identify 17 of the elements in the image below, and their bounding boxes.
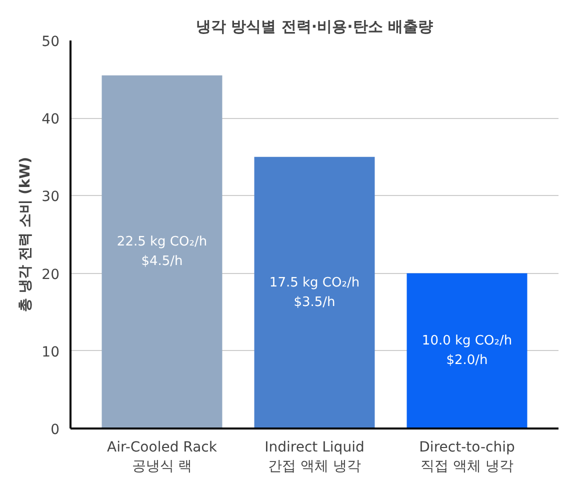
x-tick-label: Direct-to-chip 직접 액체 냉각: [419, 440, 515, 475]
y-tick-label: 40: [42, 112, 60, 128]
y-tick-label: 20: [42, 266, 60, 283]
y-axis-title: 총 냉각 전력 소비 (kW): [18, 156, 34, 312]
bar: [254, 156, 375, 428]
chart-title: 냉각 방식별 전력·비용·탄소 배출량: [196, 18, 434, 36]
bar: [102, 75, 222, 428]
y-tick-label: 50: [42, 34, 60, 50]
y-tick-label: 0: [50, 422, 60, 438]
bar: [406, 273, 528, 428]
x-tick-label: Air-Cooled Rack 공냉식 랙: [107, 440, 218, 475]
y-tick-label: 30: [42, 189, 60, 206]
annotation: 22.5 kg CO₂/h $4.5/h: [116, 234, 208, 270]
annotation: 10.0 kg CO₂/h $2.0/h: [422, 334, 512, 368]
annotation: 17.5 kg CO₂/h $3.5/h: [269, 275, 360, 310]
x-tick-label: Indirect Liquid 간접 액체 냉각: [264, 440, 364, 475]
y-tick-label: 10: [42, 344, 60, 360]
